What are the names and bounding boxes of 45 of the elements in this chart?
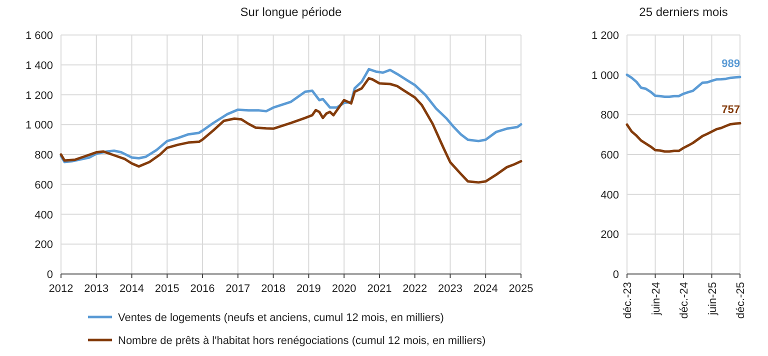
- chart-title: 25 derniers mois: [639, 5, 728, 19]
- y-tick-label: 600: [600, 150, 619, 162]
- y-tick-label: 400: [600, 189, 619, 202]
- x-tick-label: 2018: [261, 283, 286, 295]
- line-series: [626, 74, 742, 98]
- y-tick-label: 1 000: [25, 120, 53, 132]
- x-tick-label: déc.-24: [678, 282, 690, 319]
- y-tick-label: 800: [34, 150, 53, 162]
- x-tick-label: 2021: [367, 283, 392, 295]
- x-tick-label: 2016: [190, 283, 215, 295]
- x-tick-label: 2013: [84, 283, 109, 295]
- x-tick-label: juin-24: [650, 282, 662, 316]
- x-tick-label: 2020: [332, 283, 356, 295]
- y-tick-label: 200: [600, 229, 619, 242]
- y-tick-label: 0: [46, 269, 53, 281]
- x-tick-label: 2014: [120, 283, 144, 295]
- y-tick-label: 1 600: [25, 30, 53, 42]
- y-tick-label: 200: [34, 239, 53, 252]
- data-label: 989: [722, 58, 740, 70]
- legend-label: Nombre de prêts à l'habitat hors renégociations (cumul 12 mois, en milliers): [118, 335, 486, 347]
- x-tick-label: 2023: [438, 283, 462, 295]
- legend-label: Ventes de logements (neufs et anciens, cumul 12 mois, en milliers): [118, 312, 444, 324]
- y-tick-label: 1 200: [591, 30, 619, 42]
- chart-title: Sur longue période: [240, 5, 342, 19]
- y-tick-label: 0: [612, 269, 619, 281]
- y-tick-label: 1 000: [591, 70, 619, 82]
- y-tick-label: 1 400: [25, 60, 53, 72]
- x-tick-label: déc.-25: [735, 282, 747, 319]
- x-tick-label: déc.-23: [622, 282, 634, 319]
- x-tick-label: 2019: [296, 283, 321, 295]
- line-series: [60, 68, 522, 164]
- line-series: [626, 122, 742, 153]
- x-tick-label: 2022: [402, 283, 428, 295]
- x-tick-label: juin-25: [706, 282, 719, 316]
- x-tick-label: 2025: [508, 283, 534, 295]
- x-tick-label: 2015: [154, 283, 180, 295]
- y-tick-label: 1 200: [25, 90, 53, 102]
- x-tick-label: 2024: [473, 283, 498, 295]
- x-tick-label: 2017: [226, 283, 250, 295]
- line-series: [60, 77, 522, 184]
- y-tick-label: 600: [34, 179, 53, 192]
- x-tick-label: 2012: [48, 283, 74, 295]
- data-label: 757: [722, 104, 740, 116]
- y-tick-label: 800: [600, 110, 619, 122]
- y-tick-label: 400: [34, 209, 53, 222]
